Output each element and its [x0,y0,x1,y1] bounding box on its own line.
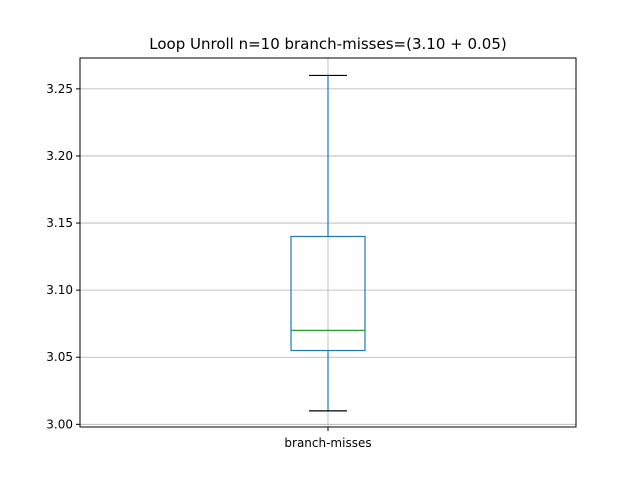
y-axis: 3.00 3.05 3.10 3.15 3.20 3.25 [46,82,80,431]
x-category-label: branch-misses [284,436,371,450]
box-branch-misses [290,74,366,412]
y-tick-label: 3.25 [46,82,73,96]
y-tick-label: 3.05 [46,350,73,364]
y-tick-label: 3.20 [46,149,73,163]
chart-title: Loop Unroll n=10 branch-misses=(3.10 + 0… [149,35,506,53]
y-tick-label: 3.10 [46,283,73,297]
y-tick-label: 3.00 [46,417,73,431]
x-axis: branch-misses [284,427,372,450]
y-tick-label: 3.15 [46,216,73,230]
interquartile-box [290,235,366,352]
box-plot-group [290,74,366,412]
